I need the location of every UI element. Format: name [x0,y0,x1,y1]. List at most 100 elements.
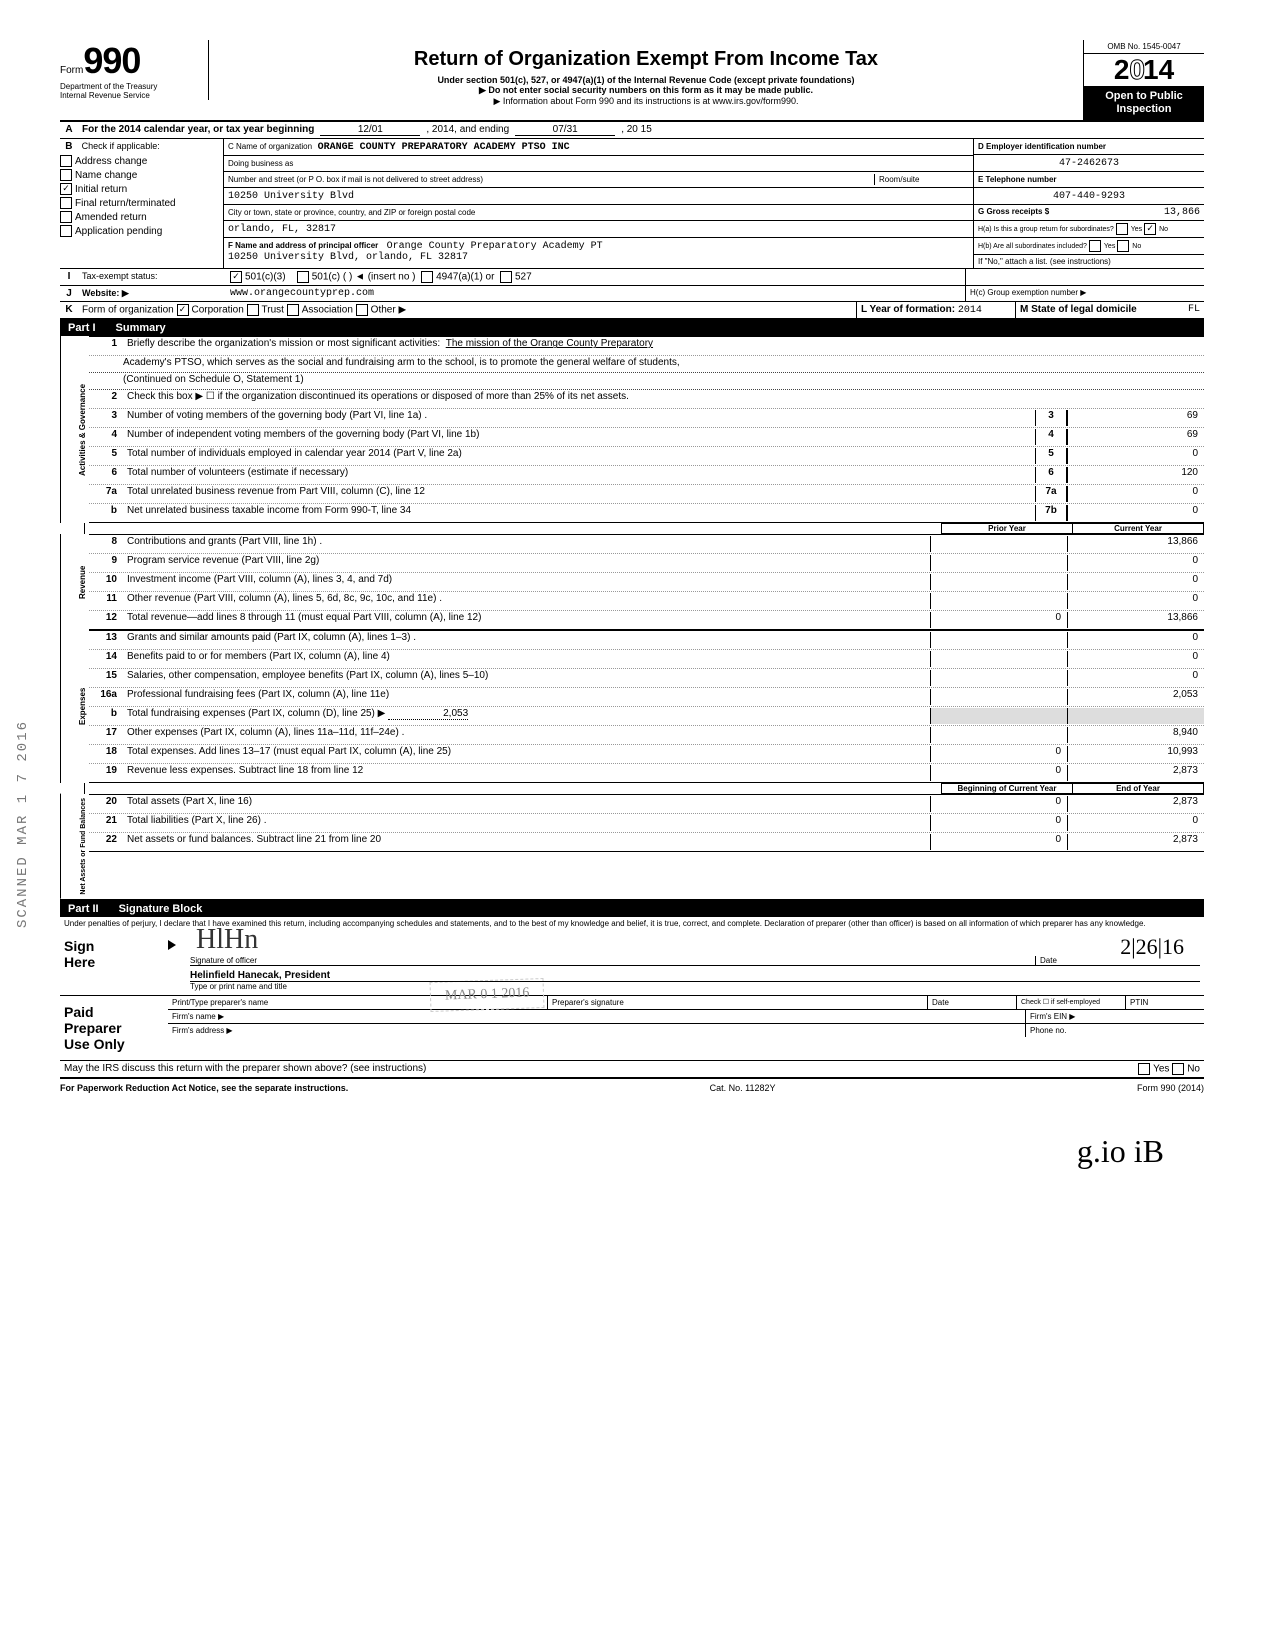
l12: Total revenue—add lines 8 through 11 (mu… [123,612,930,628]
p18: 0 [930,746,1067,762]
v7a: 0 [1067,486,1204,502]
hb-no[interactable] [1117,240,1129,252]
501c3: 501(c)(3) [245,272,286,283]
l9: Program service revenue (Part VIII, line… [123,555,930,571]
cb-assoc[interactable] [287,304,299,316]
gross-receipts: 13,866 [1164,207,1200,218]
l11: Other revenue (Part VIII, column (A), li… [123,593,930,609]
omb-number: OMB No. 1545-0047 [1084,40,1204,54]
hc-label: H(c) Group exemption number ▶ [965,286,1204,301]
end-date: 07/31 [515,124,615,136]
l5: Total number of individuals employed in … [123,448,1035,464]
vlabel-net: Net Assets or Fund Balances [60,794,89,899]
paid-label: Paid [64,1004,164,1020]
cb-other[interactable] [356,304,368,316]
cb-501c3[interactable]: ✓ [230,271,242,283]
c20: 2,873 [1067,796,1204,812]
l4: Number of independent voting members of … [123,429,1035,445]
ha-no[interactable]: ✓ [1144,223,1156,235]
prep-date-label: Date [927,996,1016,1009]
phone-label: Phone no. [1025,1024,1204,1037]
prep-sig-label: Preparer's signature [547,996,927,1009]
cb-pending[interactable] [60,225,72,237]
l1-label: Briefly describe the organization's miss… [127,338,440,349]
row-i: I Tax-exempt status: ✓501(c)(3) 501(c) (… [60,269,1204,286]
lyear-label: L Year of formation: [861,304,955,315]
row-a-text: For the 2014 calendar year, or tax year … [82,124,314,136]
ha-yes[interactable] [1116,223,1128,235]
cb-501c[interactable] [297,271,309,283]
hb-label: H(b) Are all subordinates included? [978,243,1087,250]
c12: 13,866 [1067,612,1204,628]
mstate: FL [1188,304,1200,315]
cb-final[interactable] [60,197,72,209]
tax-status-label: Tax-exempt status: [78,269,226,285]
ein: 47-2462673 [1059,158,1119,169]
v3: 69 [1067,410,1204,426]
street-label: Number and street (or P O. box if mail i… [228,175,483,184]
cb-corp[interactable]: ✓ [177,304,189,316]
org-name: ORANGE COUNTY PREPARATORY ACADEMY PTSO I… [318,142,570,153]
527: 527 [515,272,532,283]
check-applicable: Check if applicable: [78,139,223,154]
ha-label: H(a) Is this a group return for subordin… [978,226,1114,233]
row-a: A For the 2014 calendar year, or tax yea… [60,122,1204,139]
c22: 2,873 [1067,834,1204,850]
l16a: Professional fundraising fees (Part IX, … [123,689,930,705]
l6: Total number of volunteers (estimate if … [123,467,1035,483]
info-link: ▶ Information about Form 990 and its ins… [219,96,1073,107]
footer: For Paperwork Reduction Act Notice, see … [60,1083,1204,1093]
cb-name[interactable] [60,169,72,181]
c10: 0 [1067,574,1204,590]
begin-date: 12/01 [320,124,420,136]
form-title: Return of Organization Exempt From Incom… [219,48,1073,71]
arrow-icon [168,940,176,950]
l14: Benefits paid to or for members (Part IX… [123,651,930,667]
may-irs-yes[interactable] [1138,1063,1150,1075]
cb-address[interactable] [60,155,72,167]
firm-addr-label: Firm's address ▶ [168,1024,1025,1037]
cb-527[interactable] [500,271,512,283]
l15: Salaries, other compensation, employee b… [123,670,930,686]
may-irs-row: May the IRS discuss this return with the… [60,1061,1204,1079]
cb-trust[interactable] [247,304,259,316]
cb-amended[interactable] [60,211,72,223]
footer-mid: Cat. No. 11282Y [710,1083,776,1093]
phone: 407-440-9293 [1053,191,1125,202]
c21: 0 [1067,815,1204,831]
prep-name-label: Print/Type preparer's name [168,996,547,1009]
l1-text3: (Continued on Schedule O, Statement 1) [89,373,1204,390]
hb-yes[interactable] [1089,240,1101,252]
form-subtitle: Under section 501(c), 527, or 4947(a)(1)… [219,75,1073,85]
sign-here-row: Sign Here HlHn 2|26|16 Signature of offi… [60,930,1204,996]
row-k: K Form of organization ✓Corporation Trus… [60,302,1204,320]
l2: Check this box ▶ ☐ if the organization d… [123,391,1204,407]
h-note: If "No," attach a list. (see instruction… [974,255,1204,268]
v4: 69 [1067,429,1204,445]
part2-header: Part II Signature Block [60,901,1204,917]
cb-4947[interactable] [421,271,433,283]
name-change: Name change [75,170,137,181]
current-year: Current Year [1072,523,1204,534]
4947: 4947(a)(1) or [436,272,494,283]
vlabel-gov: Activities & Governance [60,336,89,523]
c8: 13,866 [1067,536,1204,552]
f-label: F Name and address of principal officer [228,241,378,250]
c17: 8,940 [1067,727,1204,743]
v7b: 0 [1067,505,1204,521]
ptin-label: PTIN [1125,996,1204,1009]
footer-right: Form 990 (2014) [1137,1083,1204,1093]
may-irs-no[interactable] [1172,1063,1184,1075]
open-public: Open to Public Inspection [1084,86,1204,120]
cb-initial[interactable]: ✓ [60,183,72,195]
form-number: 990 [83,40,140,82]
l8: Contributions and grants (Part VIII, lin… [123,536,930,552]
c15: 0 [1067,670,1204,686]
p19: 0 [930,765,1067,781]
l17: Other expenses (Part IX, column (A), lin… [123,727,930,743]
type-print-label: Type or print name and title [190,981,1200,991]
initial-return: Initial return [75,184,127,195]
c14: 0 [1067,651,1204,667]
l21: Total liabilities (Part X, line 26) . [123,815,930,831]
city-label: City or town, state or province, country… [228,208,475,217]
